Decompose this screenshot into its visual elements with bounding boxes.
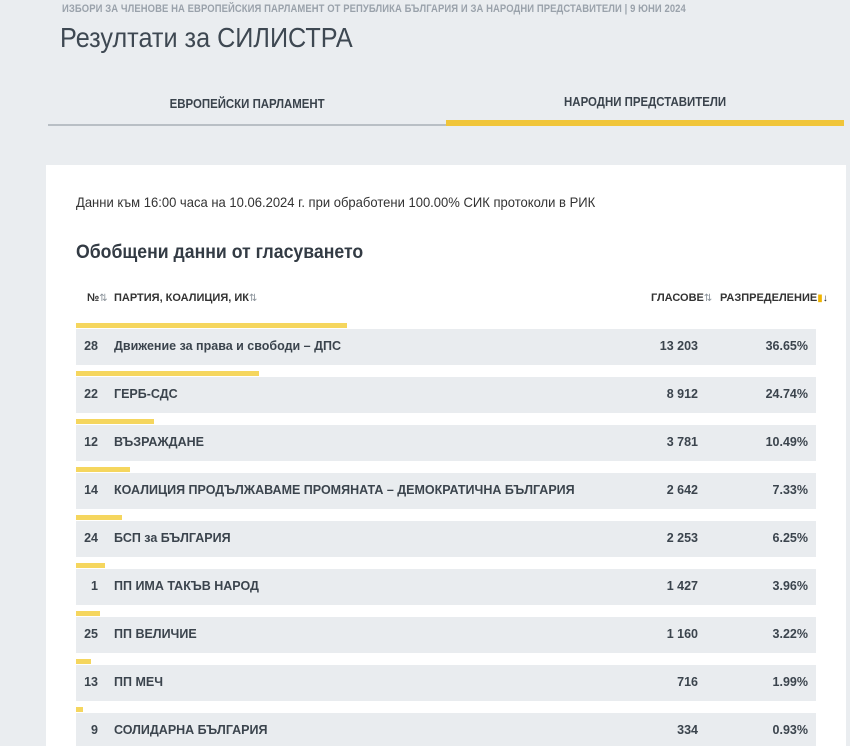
votes-count: 3 781 [666, 435, 698, 449]
table-row[interactable]: 22 ГЕРБ-СДС 8 912 24.74% [76, 377, 816, 413]
votes-count: 334 [677, 723, 698, 737]
column-header-label: ПАРТИЯ, КОАЛИЦИЯ, ИК [114, 292, 249, 304]
distribution-bar [76, 563, 105, 568]
page-title: Резултати за СИЛИСТРА [60, 22, 353, 53]
sort-icon: ⇅ [248, 293, 258, 304]
votes-count: 1 160 [666, 627, 698, 641]
votes-count: 2 253 [666, 531, 698, 545]
table-row[interactable]: 12 ВЪЗРАЖДАНЕ 3 781 10.49% [76, 425, 816, 461]
party-number: 28 [84, 339, 98, 353]
votes-count: 2 642 [666, 483, 698, 497]
column-header-label: РАЗПРЕДЕЛЕНИЕ [720, 292, 818, 304]
party-name: БСП за БЪЛГАРИЯ [114, 531, 231, 545]
election-subtitle: ИЗБОРИ ЗА ЧЛЕНОВЕ НА ЕВРОПЕЙСКИЯ ПАРЛАМЕ… [62, 3, 686, 15]
column-header-distribution[interactable]: РАЗПРЕДЕЛЕНИЕ▮↓ [720, 292, 828, 304]
party-number: 25 [84, 627, 98, 641]
table-row[interactable]: 14 КОАЛИЦИЯ ПРОДЪЛЖАВАМЕ ПРОМЯНАТА – ДЕМО… [76, 473, 816, 509]
vote-percentage: 3.96% [772, 579, 808, 593]
party-name: ПП ВЕЛИЧИЕ [114, 627, 197, 641]
party-name: ПП МЕЧ [114, 675, 163, 689]
column-header-number[interactable]: №⇅ [87, 292, 108, 304]
tab-label: НАРОДНИ ПРЕДСТАВИТЕЛИ [563, 93, 727, 109]
distribution-bar [76, 323, 347, 328]
column-header-votes[interactable]: ГЛАСОВЕ⇅ [651, 292, 712, 304]
party-name: ПП ИМА ТАКЪВ НАРОД [114, 579, 259, 593]
distribution-bar [76, 371, 259, 376]
distribution-bar [76, 419, 154, 424]
table-row[interactable]: 9 СОЛИДАРНА БЪЛГАРИЯ 334 0.93% [76, 713, 816, 746]
vote-percentage: 3.22% [772, 627, 808, 641]
distribution-bar [76, 467, 130, 472]
votes-count: 13 203 [659, 339, 698, 353]
column-header-party[interactable]: ПАРТИЯ, КОАЛИЦИЯ, ИК⇅ [114, 292, 257, 304]
vote-percentage: 10.49% [765, 435, 808, 449]
results-card: Данни към 16:00 часа на 10.06.2024 г. пр… [46, 165, 846, 746]
votes-count: 716 [677, 675, 698, 689]
distribution-bar [76, 659, 91, 664]
distribution-bar [76, 515, 122, 520]
votes-count: 8 912 [666, 387, 698, 401]
vote-percentage: 6.25% [772, 531, 808, 545]
tab-national-assembly[interactable]: НАРОДНИ ПРЕДСТАВИТЕЛИ [446, 82, 844, 126]
party-name: СОЛИДАРНА БЪЛГАРИЯ [114, 723, 268, 737]
table-row[interactable]: 24 БСП за БЪЛГАРИЯ 2 253 6.25% [76, 521, 816, 557]
tab-european-parliament[interactable]: ЕВРОПЕЙСКИ ПАРЛАМЕНТ [48, 82, 446, 126]
sort-icon: ⇅ [703, 293, 713, 304]
section-title: Обобщени данни от гласуването [76, 242, 364, 263]
data-status-text: Данни към 16:00 часа на 10.06.2024 г. пр… [76, 194, 596, 210]
party-number: 12 [84, 435, 98, 449]
party-name: Движение за права и свободи – ДПС [114, 339, 342, 353]
party-number: 1 [91, 579, 98, 593]
column-header-label: № [87, 292, 100, 304]
party-name: ГЕРБ-СДС [114, 387, 178, 401]
table-row[interactable]: 28 Движение за права и свободи – ДПС 13 20… [76, 329, 816, 365]
party-number: 13 [84, 675, 98, 689]
vote-percentage: 0.93% [772, 723, 808, 737]
sort-icon: ⇅ [99, 293, 108, 304]
vote-percentage: 7.33% [772, 483, 808, 497]
votes-count: 1 427 [666, 579, 698, 593]
vote-percentage: 24.74% [765, 387, 808, 401]
party-number: 22 [84, 387, 98, 401]
sort-descending-icon: ▮↓ [817, 293, 828, 304]
party-name: ВЪЗРАЖДАНЕ [114, 435, 204, 449]
distribution-bar [76, 707, 83, 712]
column-header-label: ГЛАСОВЕ [651, 292, 704, 304]
party-number: 14 [84, 483, 98, 497]
distribution-bar [76, 611, 100, 616]
tab-bar: ЕВРОПЕЙСКИ ПАРЛАМЕНТ НАРОДНИ ПРЕДСТАВИТЕ… [48, 82, 844, 128]
party-number: 9 [91, 723, 98, 737]
party-number: 24 [84, 531, 98, 545]
table-row[interactable]: 13 ПП МЕЧ 716 1.99% [76, 665, 816, 701]
vote-percentage: 1.99% [772, 675, 808, 689]
tab-label: ЕВРОПЕЙСКИ ПАРЛАМЕНТ [169, 95, 325, 111]
vote-percentage: 36.65% [765, 339, 808, 353]
table-row[interactable]: 1 ПП ИМА ТАКЪВ НАРОД 1 427 3.96% [76, 569, 816, 605]
party-name: КОАЛИЦИЯ ПРОДЪЛЖАВАМЕ ПРОМЯНАТА – ДЕМОКР… [114, 483, 575, 497]
table-row[interactable]: 25 ПП ВЕЛИЧИЕ 1 160 3.22% [76, 617, 816, 653]
